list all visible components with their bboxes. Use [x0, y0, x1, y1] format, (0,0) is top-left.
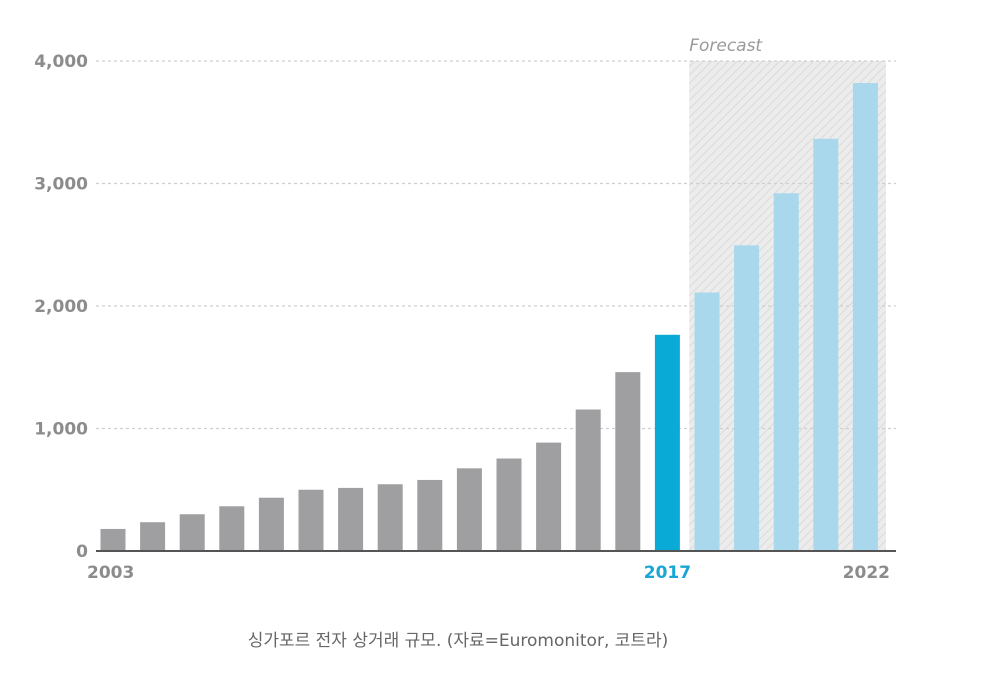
bar-2015 — [575, 409, 601, 551]
y-tick-label: 0 — [76, 542, 88, 562]
figure-caption: 싱가포르 전자 상거래 규모. (자료=Euromonitor, 코트라) — [247, 631, 669, 651]
bar-2022 — [852, 83, 878, 552]
bar-2018 — [694, 292, 720, 551]
bar-2011 — [417, 479, 443, 551]
bar-2014 — [536, 442, 562, 551]
bar-2004 — [140, 522, 166, 551]
x-label-start: 2003 — [87, 563, 134, 583]
bar-2021 — [813, 138, 839, 551]
y-tick-label: 3,000 — [34, 175, 88, 195]
x-label-end: 2022 — [843, 563, 890, 583]
bar-2017 — [654, 334, 680, 551]
bar-2007 — [258, 497, 284, 551]
y-tick-label: 2,000 — [34, 297, 88, 317]
forecast-label: Forecast — [689, 36, 763, 56]
bar-2013 — [496, 458, 522, 551]
bar-2005 — [179, 514, 205, 551]
bar-2012 — [456, 468, 482, 551]
bar-2020 — [773, 193, 799, 552]
bar-2009 — [338, 487, 364, 551]
bar-2010 — [377, 484, 403, 551]
bar-2008 — [298, 489, 324, 551]
y-tick-label: 1,000 — [34, 420, 88, 440]
bar-2019 — [734, 245, 760, 552]
bar-2006 — [219, 506, 245, 551]
bar-2003 — [100, 528, 126, 551]
y-tick-label: 4,000 — [34, 52, 88, 72]
bar-2016 — [615, 372, 641, 551]
x-label-highlight: 2017 — [644, 563, 691, 583]
